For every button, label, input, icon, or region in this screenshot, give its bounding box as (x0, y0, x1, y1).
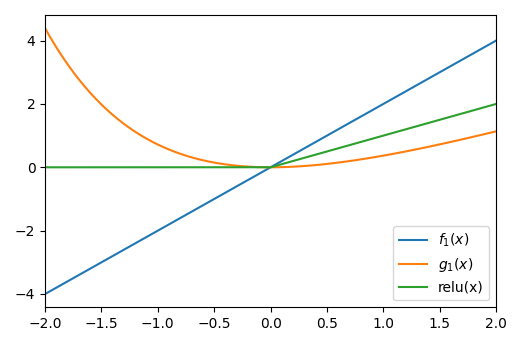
$g_1(x)$ (88, 92, 94, 96)
Line: $f_1(x)$: $f_1(x)$ (45, 40, 496, 294)
Legend: $f_1(x)$, $g_1(x)$, relu(x): $f_1(x)$, $g_1(x)$, relu(x) (394, 226, 489, 300)
$f_1(x)$ (224, 190, 231, 194)
$g_1(x)$ (268, 165, 274, 170)
$f_1(x)$ (402, 90, 408, 94)
relu(x) (241, 165, 247, 170)
relu(x) (42, 165, 48, 170)
relu(x) (493, 102, 499, 106)
$f_1(x)$ (88, 266, 94, 270)
relu(x) (224, 165, 231, 170)
Line: relu(x): relu(x) (45, 104, 496, 167)
$g_1(x)$ (352, 158, 358, 162)
$f_1(x)$ (42, 292, 48, 296)
$g_1(x)$ (402, 149, 408, 154)
Line: $g_1(x)$: $g_1(x)$ (45, 28, 496, 167)
$f_1(x)$ (394, 94, 400, 99)
$g_1(x)$ (394, 151, 400, 155)
relu(x) (352, 142, 358, 146)
$f_1(x)$ (352, 118, 358, 122)
$f_1(x)$ (493, 38, 499, 43)
$f_1(x)$ (241, 180, 247, 184)
$g_1(x)$ (241, 164, 247, 169)
$g_1(x)$ (493, 129, 499, 134)
$g_1(x)$ (42, 26, 48, 30)
relu(x) (394, 130, 400, 134)
relu(x) (402, 127, 408, 131)
$g_1(x)$ (224, 163, 231, 167)
relu(x) (88, 165, 94, 170)
